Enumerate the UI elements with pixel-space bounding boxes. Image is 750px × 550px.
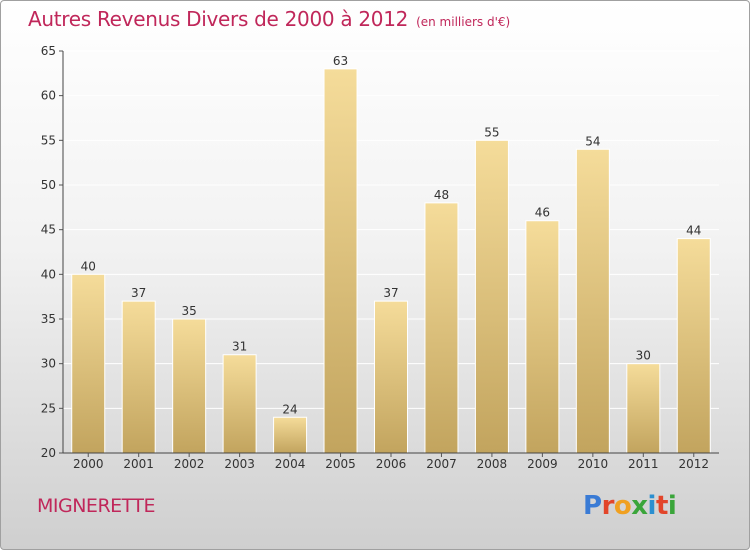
bar: [273, 416, 308, 454]
data-label: 54: [585, 134, 600, 148]
bar: [525, 220, 560, 454]
data-label: 37: [383, 286, 398, 300]
y-tick-label: 20: [41, 446, 56, 460]
y-tick-label: 35: [41, 312, 56, 326]
label-layer: 40 37 35 31 24 63 37 48 55 46 54 30 44: [81, 54, 702, 416]
x-tick-label: 2000: [73, 457, 104, 471]
data-label: 31: [232, 340, 247, 354]
x-tick-label: 2009: [527, 457, 558, 471]
data-label: 55: [484, 125, 499, 139]
data-label: 30: [636, 349, 651, 363]
brand-letter: x: [631, 491, 648, 521]
data-label: 35: [182, 304, 197, 318]
bar: [575, 148, 610, 454]
x-tick-label: 2004: [275, 457, 306, 471]
x-tick-label: 2005: [325, 457, 356, 471]
brand-letter: i: [667, 491, 677, 521]
x-tick-label: 2008: [477, 457, 508, 471]
x-tick-label: 2006: [376, 457, 407, 471]
y-tick-label: 25: [41, 401, 56, 415]
y-tick-label: 45: [41, 223, 56, 237]
y-tick-label: 65: [41, 44, 56, 58]
bar: [172, 318, 207, 454]
bar: [424, 202, 459, 454]
y-tick-label: 40: [41, 267, 56, 281]
x-tick-label: 2001: [123, 457, 154, 471]
data-label: 63: [333, 54, 348, 68]
data-label: 44: [686, 224, 701, 238]
brand-logo: Proxiti: [583, 491, 677, 521]
location-name: MIGNERETTE: [37, 495, 156, 517]
y-tick-label: 55: [41, 133, 56, 147]
bar: [626, 363, 661, 454]
axis-layer: 20 25 30 35 40 45 50 55 60 65 2000 2001 2002 2003 2004…: [41, 44, 719, 471]
bar: [71, 273, 106, 454]
data-label: 24: [282, 402, 297, 416]
bar: [374, 300, 408, 454]
x-tick-label: 2011: [628, 457, 659, 471]
bar: [121, 300, 156, 454]
brand-letter: r: [601, 491, 615, 521]
chart-title-text: Autres Revenus Divers de 2000 à 2012: [28, 7, 409, 31]
brand-letter: P: [583, 491, 602, 521]
x-tick-label: 2010: [578, 457, 609, 471]
x-tick-label: 2002: [174, 457, 205, 471]
bar: [222, 354, 257, 454]
data-label: 37: [131, 286, 146, 300]
y-tick-label: 50: [41, 178, 56, 192]
data-label: 40: [81, 259, 96, 273]
bar: [323, 68, 358, 454]
y-tick-label: 60: [41, 89, 56, 103]
x-tick-label: 2003: [224, 457, 255, 471]
x-tick-label: 2007: [426, 457, 457, 471]
chart-unit: (en milliers d'€): [416, 15, 511, 29]
y-tick-label: 30: [41, 357, 56, 371]
brand-letter: t: [655, 491, 668, 521]
chart-title: Autres Revenus Divers de 2000 à 2012 (en …: [28, 7, 510, 31]
data-label: 46: [535, 206, 550, 220]
x-tick-label: 2012: [678, 457, 709, 471]
bar-layer: [71, 68, 711, 454]
brand-letter: i: [647, 491, 657, 521]
bar: [474, 139, 509, 454]
bar: [676, 238, 711, 454]
brand-letter: o: [613, 491, 632, 521]
data-label: 48: [434, 188, 449, 202]
